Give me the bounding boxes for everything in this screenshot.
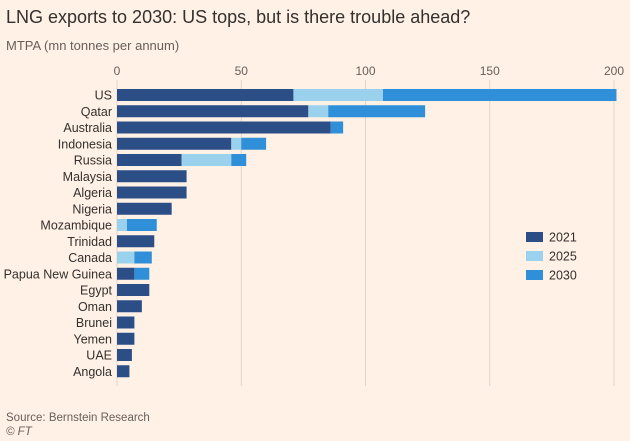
bar-segment-2025: [181, 154, 232, 166]
category-label: Australia: [63, 121, 112, 135]
legend-label: 2030: [549, 269, 577, 283]
bar-segment-2021: [117, 284, 150, 296]
bar-segment-2021: [117, 365, 130, 378]
bar-segment-2025: [117, 219, 127, 231]
bar-segment-2021: [117, 332, 135, 345]
legend: 2021 2025 2030: [526, 231, 577, 283]
chart-title: LNG exports to 2030: US tops, but is the…: [6, 7, 470, 27]
legend-swatch: [526, 232, 543, 242]
category-labels: US Qatar Australia Indonesia Russia Malaysia A…: [4, 89, 113, 379]
bar-segment-2021: [117, 316, 135, 329]
bar-segment-2030: [134, 251, 152, 264]
bar-segment-2021: [117, 300, 142, 313]
category-label: Russia: [74, 154, 112, 168]
bar-segment-2030: [328, 105, 426, 118]
bar-segment-2030: [382, 89, 617, 101]
bar-segment-2030: [231, 154, 247, 166]
bar-segment-2030: [126, 219, 157, 231]
bar-segment-2021: [117, 267, 135, 280]
x-tick-label: 0: [114, 64, 121, 78]
category-label: Oman: [78, 300, 112, 314]
bar-segment-2021: [117, 89, 294, 101]
bar-segment-2021: [117, 121, 331, 134]
bar-segment-2021: [117, 154, 182, 166]
category-label: Algeria: [73, 186, 112, 200]
bar-segment-2021: [117, 186, 187, 199]
category-label: US: [95, 89, 112, 103]
x-axis-ticks: 0 50 100 150 200: [114, 64, 625, 78]
category-label: Qatar: [81, 105, 112, 119]
bar-segment-2025: [231, 137, 242, 150]
x-tick-label: 200: [604, 64, 624, 78]
category-label: Brunei: [76, 316, 112, 330]
legend-swatch: [526, 251, 543, 261]
bar-segment-2021: [117, 202, 172, 215]
category-label: Trinidad: [67, 235, 112, 249]
category-label: Indonesia: [58, 137, 112, 151]
category-label: Canada: [68, 251, 112, 265]
legend-label: 2025: [549, 250, 577, 264]
bar-segment-2030: [330, 121, 344, 134]
chart-subtitle: MTPA (mn tonnes per annum): [6, 38, 179, 53]
x-tick-label: 100: [355, 64, 375, 78]
category-label: Angola: [73, 365, 112, 379]
category-label: Papua New Guinea: [4, 267, 112, 281]
category-label: Malaysia: [63, 170, 112, 184]
category-label: Egypt: [80, 284, 112, 298]
bar-segment-2021: [117, 349, 132, 361]
bars: [117, 89, 617, 378]
copyright-note: © FT: [6, 426, 33, 438]
bar-segment-2030: [134, 267, 150, 280]
x-tick-label: 150: [480, 64, 500, 78]
bar-segment-2025: [308, 105, 329, 118]
bar-segment-2030: [241, 137, 267, 150]
legend-swatch: [526, 270, 543, 280]
bar-segment-2025: [293, 89, 383, 101]
bar-segment-2025: [117, 251, 135, 264]
category-label: Mozambique: [40, 219, 112, 233]
category-label: Yemen: [74, 332, 113, 346]
bar-segment-2021: [117, 105, 309, 118]
x-tick-label: 50: [235, 64, 249, 78]
category-label: Nigeria: [72, 202, 112, 216]
bar-segment-2021: [117, 137, 232, 150]
legend-label: 2021: [549, 231, 577, 245]
category-label: UAE: [86, 349, 112, 363]
source-note: Source: Bernstein Research: [6, 412, 150, 424]
bar-segment-2021: [117, 235, 155, 248]
bar-segment-2021: [117, 170, 187, 183]
